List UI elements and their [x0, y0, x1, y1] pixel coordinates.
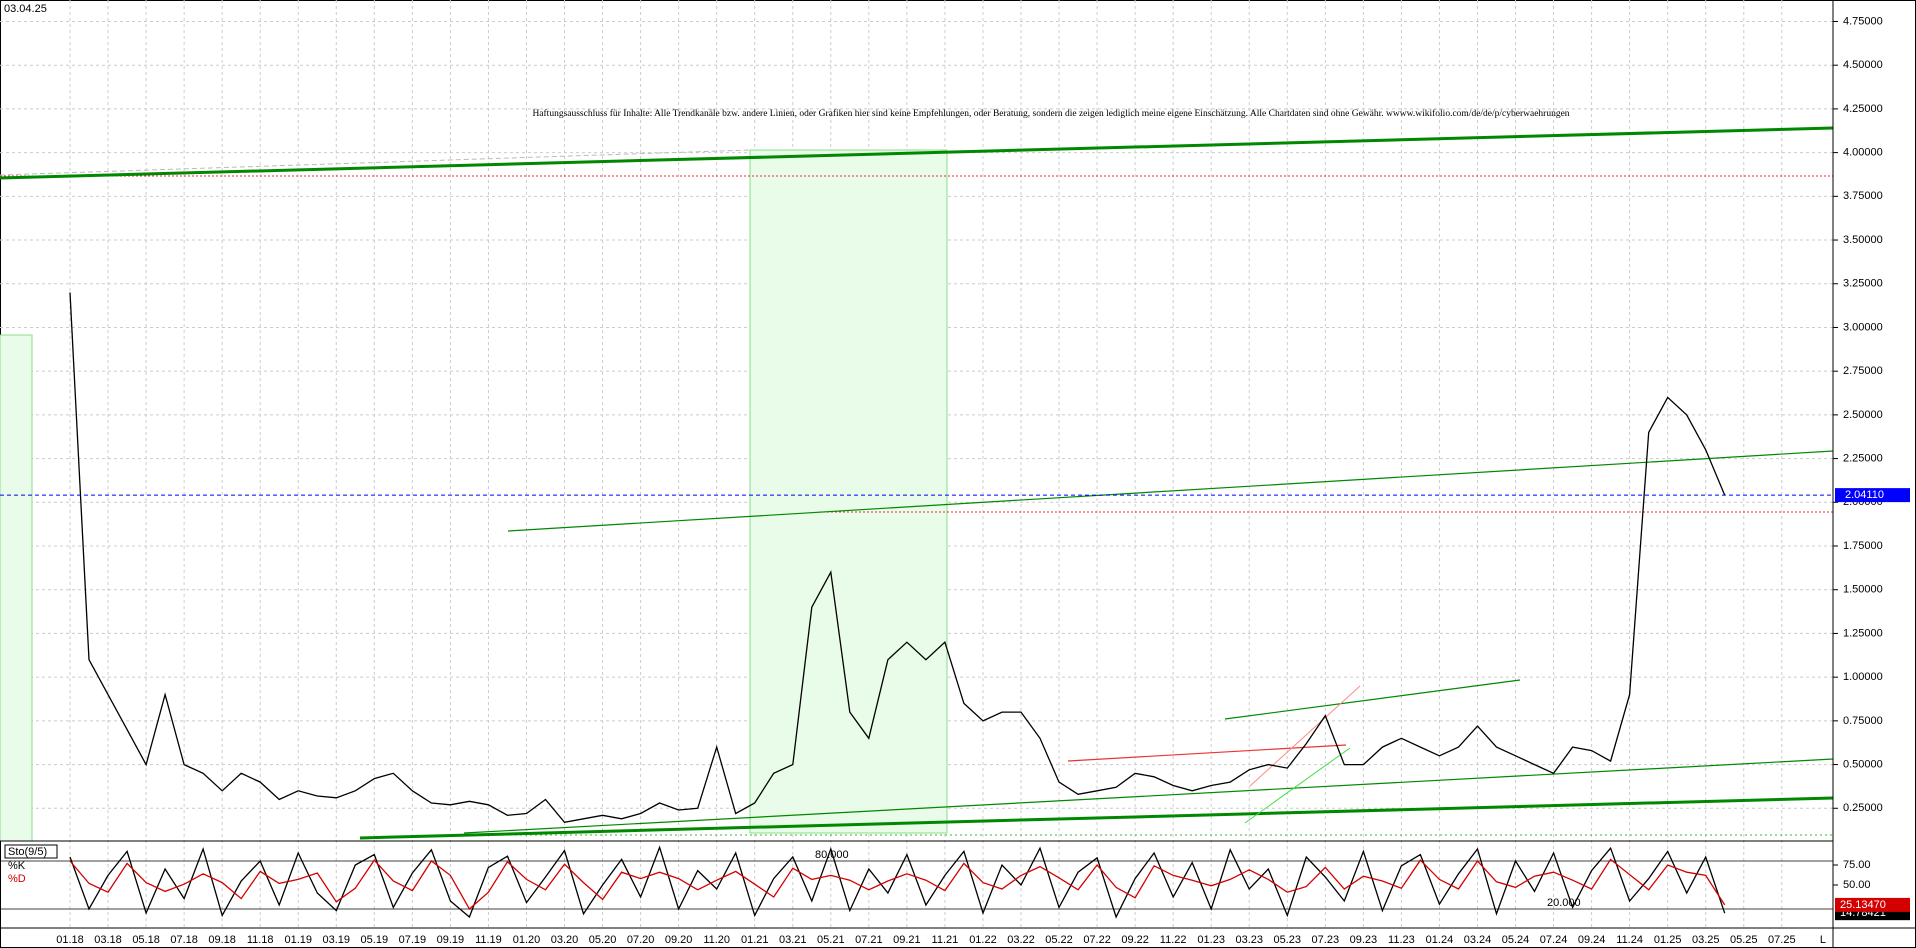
y-tick-label: 4.00000 [1843, 147, 1883, 159]
y-tick-label: 3.00000 [1843, 321, 1883, 333]
last-price-box [1835, 488, 1910, 503]
legend-label: %D [8, 873, 26, 885]
x-tick-label: 01.23 [1197, 934, 1225, 946]
y-tick-label: 3.25000 [1843, 278, 1883, 290]
x-tick-label: 05.21 [817, 934, 845, 946]
value-label: 25.13470 [1840, 899, 1886, 911]
x-tick-label: 11.22 [1160, 934, 1187, 946]
trend-line [359, 796, 1834, 840]
x-tick-label: 05.22 [1045, 934, 1073, 946]
y-tick-label: 0.75000 [1843, 715, 1883, 727]
y-tick-label: 50.00 [1843, 879, 1871, 891]
disclaimer: Haftungsausschluss für Inhalte: Alle Tre… [532, 108, 1569, 119]
x-tick-label: 03.21 [779, 934, 807, 946]
corner-label: L [1820, 934, 1826, 946]
trend-line [507, 450, 1834, 532]
x-tick-label: 03.20 [551, 934, 579, 946]
x-tick-label: 01.21 [741, 934, 769, 946]
x-tick-label: 11.24 [1616, 934, 1643, 946]
last-price-label: 2.04110 [1845, 489, 1884, 501]
y-tick-label: 0.25000 [1843, 802, 1883, 814]
date-label: 03.04.25 [4, 3, 47, 15]
x-tick-label: 03.25 [1692, 934, 1720, 946]
x-tick-label: 07.24 [1540, 934, 1568, 946]
indicator-title: Sto(9/5) [8, 846, 47, 858]
x-tick-label: 07.20 [627, 934, 655, 946]
y-tick-label: 4.25000 [1843, 103, 1883, 115]
highlight-box [0, 334, 33, 842]
y-tick-label: 2.50000 [1843, 409, 1883, 421]
y-tick-label: 1.75000 [1843, 540, 1883, 552]
series-line [69, 292, 1726, 824]
x-tick-label: 01.20 [513, 934, 541, 946]
y-tick-label: 2.75000 [1843, 365, 1883, 377]
x-tick-label: 09.22 [1121, 934, 1149, 946]
y-tick-label: 3.50000 [1843, 234, 1883, 246]
trend-line [1224, 679, 1521, 720]
x-tick-label: 11.23 [1388, 934, 1415, 946]
x-tick-label: 11.21 [932, 934, 959, 946]
y-tick-label: 2.25000 [1843, 452, 1883, 464]
x-tick-label: 03.18 [94, 934, 122, 946]
x-tick-label: 07.25 [1768, 934, 1796, 946]
trend-line [0, 149, 751, 176]
x-tick-label: 05.19 [361, 934, 389, 946]
y-tick-label: 75.00 [1843, 859, 1871, 871]
indicator-box [4, 844, 58, 859]
x-tick-label: 03.24 [1464, 934, 1492, 946]
trend-line [0, 126, 1834, 180]
value-label-box [1835, 897, 1910, 912]
series-line [69, 858, 1726, 911]
x-tick-label: 01.19 [284, 934, 312, 946]
x-tick-label: 03.19 [323, 934, 351, 946]
x-tick-label: 01.24 [1426, 934, 1454, 946]
x-tick-label: 07.18 [170, 934, 198, 946]
x-tick-label: 05.20 [589, 934, 617, 946]
series-line [69, 845, 1726, 919]
y-tick-label: 3.75000 [1843, 190, 1883, 202]
trend-line [1249, 685, 1361, 787]
x-tick-label: 11.19 [475, 934, 502, 946]
y-tick-label: 1.25000 [1843, 627, 1883, 639]
x-tick-label: 01.25 [1654, 934, 1682, 946]
x-tick-label: 09.21 [893, 934, 921, 946]
y-tick-label: 4.75000 [1843, 15, 1883, 27]
x-tick-label: 09.20 [665, 934, 693, 946]
trend-line [463, 758, 1834, 834]
trend-line [1244, 747, 1351, 824]
y-tick-label: 0.50000 [1843, 758, 1883, 770]
grid [0, 0, 1833, 928]
x-tick-label: 07.19 [399, 934, 427, 946]
y-tick-label: 1.00000 [1843, 671, 1883, 683]
x-tick-label: 09.23 [1350, 934, 1378, 946]
x-tick-label: 05.23 [1274, 934, 1302, 946]
trend-line [1067, 744, 1347, 762]
highlight-box [749, 149, 948, 834]
x-tick-label: 09.18 [208, 934, 236, 946]
x-tick-label: 11.18 [247, 934, 274, 946]
x-tick-label: 01.18 [56, 934, 84, 946]
y-tick-label: 1.50000 [1843, 584, 1883, 596]
x-tick-label: 03.22 [1007, 934, 1035, 946]
level-label: 80.000 [815, 849, 849, 861]
x-tick-label: 07.23 [1312, 934, 1340, 946]
x-tick-label: 05.25 [1730, 934, 1758, 946]
x-tick-label: 11.20 [703, 934, 730, 946]
legend-label: %K [8, 860, 26, 872]
x-tick-label: 09.19 [437, 934, 465, 946]
x-tick-label: 07.21 [855, 934, 883, 946]
x-tick-label: 05.18 [132, 934, 160, 946]
x-tick-label: 01.22 [969, 934, 997, 946]
x-tick-label: 07.22 [1083, 934, 1111, 946]
x-tick-label: 03.23 [1235, 934, 1263, 946]
x-tick-label: 05.24 [1502, 934, 1530, 946]
x-tick-label: 09.24 [1578, 934, 1606, 946]
y-tick-label: 4.50000 [1843, 59, 1883, 71]
